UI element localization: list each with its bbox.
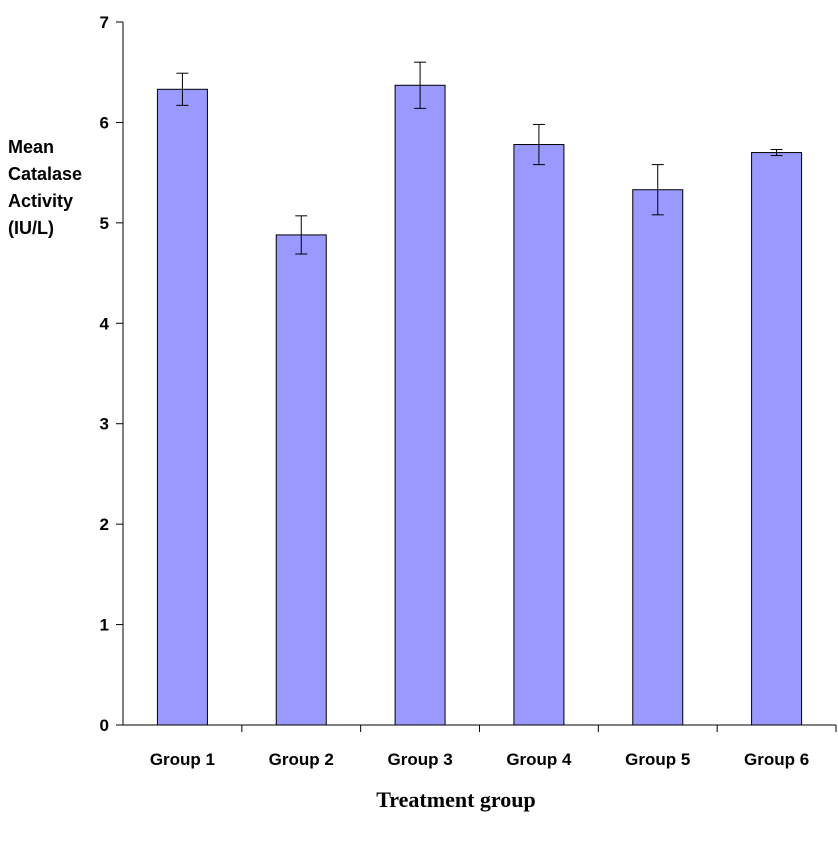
- y-axis-label-line: Mean: [8, 137, 54, 157]
- bar: [632, 189, 684, 726]
- x-tick-label: Group 1: [150, 750, 215, 769]
- y-tick-label: 3: [100, 415, 109, 434]
- y-tick-label: 0: [100, 716, 109, 735]
- x-axis: Group 1 Group 2 Group 3 Group 4 Group 5 Group…: [123, 724, 837, 769]
- bar: [156, 88, 208, 726]
- error-bars: [176, 61, 783, 255]
- error-bar: [770, 149, 783, 157]
- y-axis-label-line: Catalase: [8, 164, 82, 184]
- y-tick-label: 5: [100, 214, 109, 233]
- bar: [751, 152, 803, 726]
- x-axis-label: Treatment group: [376, 787, 536, 812]
- error-bar: [295, 215, 308, 255]
- y-tick-label: 1: [100, 616, 109, 635]
- x-tick-label: Group 3: [387, 750, 452, 769]
- x-tick-label: Group 2: [269, 750, 334, 769]
- error-bar: [651, 164, 664, 216]
- x-tick-label: Group 4: [506, 750, 572, 769]
- y-tick-label: 4: [100, 314, 110, 333]
- x-tick-label: Group 5: [625, 750, 690, 769]
- y-axis-label-line: (IU/L): [8, 218, 54, 238]
- error-bar: [176, 72, 189, 106]
- x-tick-label: Group 6: [744, 750, 809, 769]
- bar: [394, 84, 446, 726]
- y-axis: 0 1 2 3 4 5 6 7: [100, 13, 124, 735]
- error-bar: [414, 61, 427, 109]
- y-axis-label-line: Activity: [8, 191, 73, 211]
- bars: [156, 84, 803, 726]
- bar: [513, 144, 565, 726]
- bar: [275, 234, 327, 726]
- y-tick-label: 6: [100, 113, 109, 132]
- error-bar: [532, 123, 545, 166]
- y-tick-label: 7: [100, 13, 109, 32]
- y-tick-label: 2: [100, 515, 109, 534]
- y-axis-label: Mean Catalase Activity (IU/L): [8, 137, 82, 238]
